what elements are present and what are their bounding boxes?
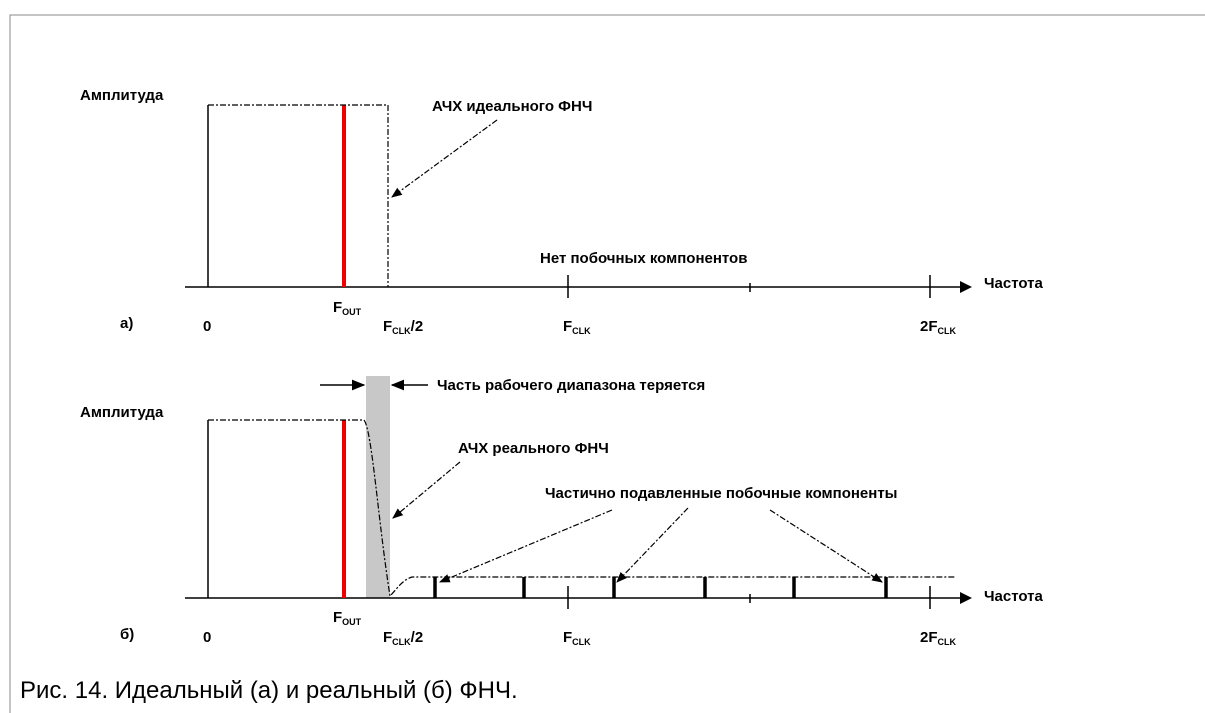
arrow — [392, 461, 461, 519]
tick-label: FCLK/2 — [383, 318, 423, 336]
tick-label: FOUT — [333, 609, 362, 627]
arrow — [616, 507, 689, 583]
tag: б) — [120, 626, 134, 643]
note: Частично подавленные побочные компоненты — [545, 485, 898, 502]
panel-a: Амплитуда АЧХ идеального ФНЧ Нет побочны… — [80, 87, 1044, 336]
tick-label: FCLK/2 — [383, 629, 423, 647]
filter-label: АЧХ реального ФНЧ — [458, 440, 609, 457]
arrow — [439, 509, 613, 583]
real-response — [208, 419, 955, 598]
lost-label: Часть рабочего диапазона теряется — [437, 377, 705, 394]
caption: Рис. 14. Идеальный (а) и реальный (б) ФН… — [20, 677, 518, 704]
spurs — [433, 577, 888, 598]
axis-arrow — [960, 592, 972, 604]
tick-label: 0 — [203, 629, 211, 646]
x-label: Частота — [984, 275, 1044, 292]
tick-label: 0 — [203, 318, 211, 335]
filter-label: АЧХ идеального ФНЧ — [432, 98, 592, 115]
frame — [9, 14, 1205, 713]
axis-arrow — [960, 281, 972, 293]
x-label: Частота — [984, 588, 1044, 605]
tick-label: FOUT — [333, 299, 362, 317]
tick-label: FCLK — [563, 318, 591, 336]
arrow — [769, 509, 883, 583]
note: Нет побочных компонентов — [540, 250, 747, 267]
tick-label: FCLK — [563, 629, 591, 647]
tag: а) — [120, 315, 133, 332]
tick-label: 2FCLK — [920, 629, 957, 647]
lost-band — [366, 376, 390, 598]
arrow — [391, 119, 498, 198]
y-label: Амплитуда — [80, 87, 164, 104]
tick-label: 2FCLK — [920, 318, 957, 336]
y-label: Амплитуда — [80, 404, 164, 421]
panel-b: Амплитуда Часть рабочего диапазона теряе… — [80, 376, 1044, 647]
ideal-response — [208, 104, 389, 287]
